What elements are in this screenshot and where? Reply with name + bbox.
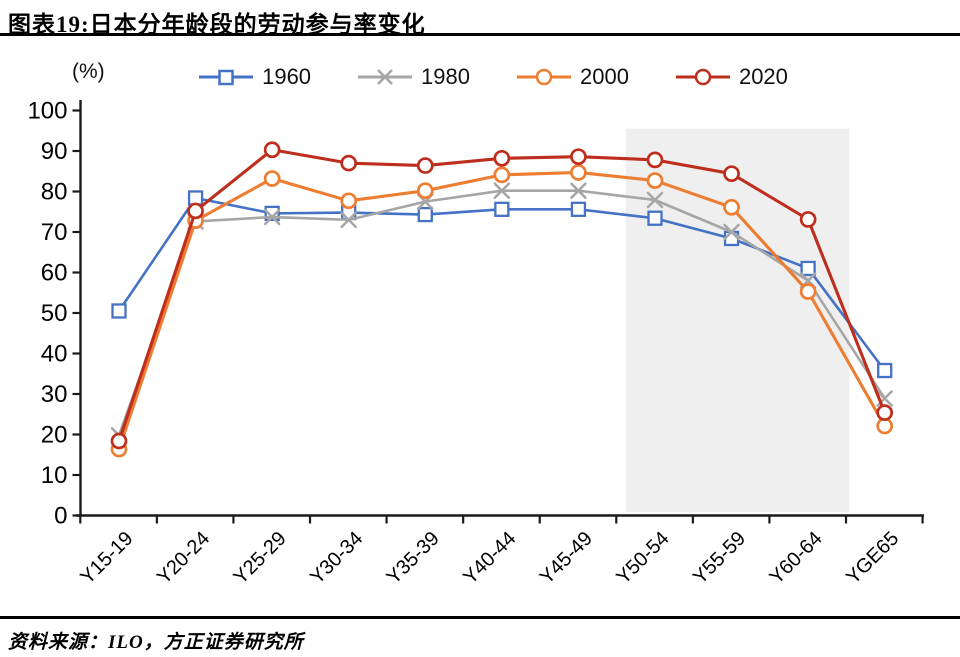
legend-item-2000: 2000 — [516, 64, 629, 90]
data-point-marker — [647, 210, 663, 226]
title-underline — [0, 33, 960, 36]
y-tick-label: 0 — [54, 503, 67, 530]
data-point-marker — [646, 172, 664, 189]
data-point-marker — [646, 151, 664, 169]
data-point-marker — [111, 303, 127, 319]
y-tick-label: 60 — [41, 260, 68, 287]
data-point-marker — [417, 206, 433, 223]
x-tick-label: Y50-54 — [612, 527, 673, 588]
data-point-marker — [187, 202, 204, 220]
data-point-marker — [570, 182, 587, 199]
data-point-marker — [800, 260, 816, 277]
chart-legend: 1960 1980 2000 2020 — [0, 64, 960, 90]
footer-divider — [0, 616, 960, 619]
x-tick-label: Y35-39 — [383, 527, 444, 588]
y-tick-label: 30 — [41, 381, 68, 408]
data-point-marker — [570, 164, 587, 181]
legend-marker-1960 — [199, 69, 254, 86]
chart-canvas: (%) 1960 1980 2000 2020 0 10 20 30 40 50 60 70 80 90… — [0, 40, 960, 615]
data-point-marker — [340, 154, 358, 172]
y-tick-label: 20 — [41, 422, 68, 449]
y-tick-label: 100 — [27, 98, 67, 125]
x-tick-label: Y20-24 — [153, 527, 214, 588]
legend-label: 1960 — [262, 64, 312, 89]
data-point-marker — [723, 198, 740, 216]
x-tick-label: Y15-19 — [76, 527, 137, 588]
chart-title: 图表19:日本分年龄段的劳动参与率变化 — [8, 12, 426, 37]
legend-item-1980: 1980 — [357, 64, 470, 90]
y-tick-label: 10 — [41, 462, 68, 489]
y-axis-unit-label: (%) — [72, 60, 105, 83]
x-tick-label: Y45-49 — [536, 527, 597, 588]
y-tick-label: 70 — [41, 219, 68, 246]
legend-item-1960: 1960 — [198, 64, 311, 90]
data-point-marker — [494, 201, 510, 217]
data-point-marker — [263, 141, 281, 159]
data-point-marker — [263, 208, 281, 226]
data-point-marker — [493, 182, 511, 199]
legend-marker-2000 — [517, 68, 571, 86]
legend-marker-1980 — [358, 69, 413, 85]
data-point-marker — [877, 362, 893, 379]
line-chart-plot: 0 10 20 30 40 50 60 70 80 90 100 Y15-19 Y20-24 Y25-29… — [27, 98, 924, 589]
data-point-marker — [493, 166, 511, 184]
data-point-marker — [876, 404, 894, 421]
data-point-marker — [723, 223, 740, 241]
data-point-marker — [799, 283, 817, 300]
data-point-marker — [493, 149, 511, 167]
x-tick-label: YGE65 — [842, 527, 903, 588]
data-point-marker — [570, 201, 587, 217]
y-tick-label: 40 — [41, 341, 68, 368]
legend-label: 2000 — [580, 64, 629, 89]
data-point-marker — [799, 211, 817, 228]
x-tick-label: Y55-59 — [689, 527, 750, 588]
y-tick-label: 80 — [41, 179, 68, 206]
x-tick-label: Y25-29 — [230, 527, 291, 588]
data-point-marker — [646, 191, 664, 209]
data-point-marker — [876, 417, 894, 435]
data-point-marker — [187, 190, 204, 206]
source-note: 资料来源：ILO，方正证券研究所 — [8, 632, 304, 653]
data-point-marker — [416, 157, 434, 174]
legend-marker-2020 — [675, 68, 730, 86]
x-tick-label: Y40-44 — [459, 527, 520, 588]
y-tick-label: 90 — [41, 138, 68, 165]
data-point-marker — [263, 170, 281, 187]
legend-label: 2020 — [738, 64, 788, 89]
data-point-marker — [340, 192, 358, 210]
legend-label: 1980 — [421, 64, 470, 89]
x-tick-label: Y30-34 — [306, 527, 367, 588]
data-point-marker — [570, 148, 587, 166]
data-point-marker — [110, 432, 128, 450]
data-point-marker — [416, 182, 434, 200]
x-tick-label: Y60-64 — [766, 527, 827, 588]
legend-item-2020: 2020 — [675, 64, 788, 90]
y-tick-label: 50 — [41, 300, 68, 327]
data-point-marker — [723, 165, 740, 183]
data-point-marker — [340, 211, 357, 229]
